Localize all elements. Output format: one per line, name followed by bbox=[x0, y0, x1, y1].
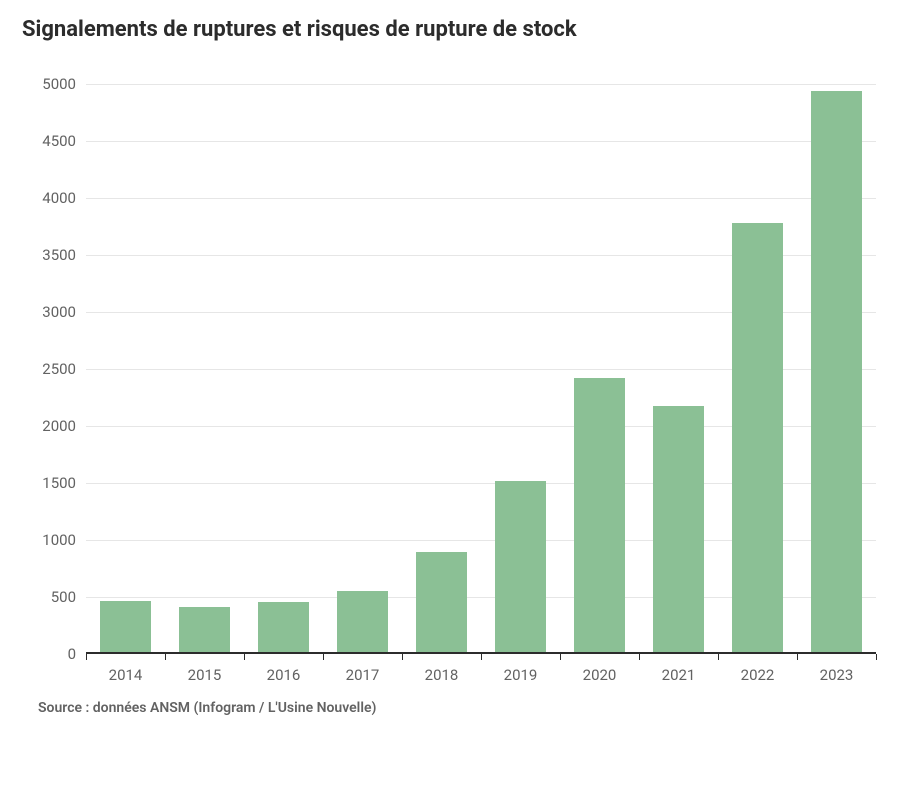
x-tick-label: 2022 bbox=[741, 666, 775, 684]
plot-area: 2014201520162017201820192020202120222023 bbox=[86, 84, 876, 654]
y-tick-label: 2000 bbox=[42, 417, 76, 435]
x-axis-tick bbox=[560, 654, 561, 660]
x-axis-tick bbox=[876, 654, 877, 660]
bar bbox=[416, 552, 467, 651]
x-axis-tick bbox=[86, 654, 87, 660]
x-axis-tick bbox=[639, 654, 640, 660]
y-tick-label: 3000 bbox=[42, 303, 76, 321]
bar bbox=[732, 223, 783, 652]
x-tick-label: 2014 bbox=[109, 666, 143, 684]
chart-area: 0500100015002000250030003500400045005000… bbox=[30, 84, 867, 770]
x-axis-tick bbox=[481, 654, 482, 660]
y-tick-label: 1500 bbox=[42, 474, 76, 492]
x-tick-label: 2019 bbox=[504, 666, 538, 684]
x-axis-tick bbox=[323, 654, 324, 660]
x-axis-tick bbox=[718, 654, 719, 660]
bar bbox=[811, 91, 862, 652]
grid-line bbox=[86, 198, 876, 199]
y-axis: 0500100015002000250030003500400045005000 bbox=[30, 84, 76, 654]
y-tick-label: 0 bbox=[68, 645, 76, 663]
x-axis-tick bbox=[244, 654, 245, 660]
x-tick-label: 2017 bbox=[346, 666, 380, 684]
y-tick-label: 2500 bbox=[42, 360, 76, 378]
bar bbox=[258, 602, 309, 651]
chart-title: Signalements de ruptures et risques de r… bbox=[22, 16, 875, 44]
bar bbox=[337, 591, 388, 651]
x-axis-tick bbox=[402, 654, 403, 660]
bar bbox=[574, 378, 625, 652]
y-tick-label: 5000 bbox=[42, 75, 76, 93]
y-tick-label: 4000 bbox=[42, 189, 76, 207]
x-tick-label: 2016 bbox=[267, 666, 301, 684]
x-tick-label: 2018 bbox=[425, 666, 459, 684]
x-tick-label: 2023 bbox=[820, 666, 854, 684]
x-tick-label: 2020 bbox=[583, 666, 617, 684]
y-tick-label: 4500 bbox=[42, 132, 76, 150]
grid-line bbox=[86, 141, 876, 142]
x-tick-label: 2021 bbox=[662, 666, 696, 684]
y-tick-label: 3500 bbox=[42, 246, 76, 264]
y-tick-label: 1000 bbox=[42, 531, 76, 549]
x-axis-tick bbox=[165, 654, 166, 660]
bar bbox=[100, 601, 151, 651]
bar bbox=[653, 406, 704, 651]
y-tick-label: 500 bbox=[51, 588, 76, 606]
chart-source: Source : données ANSM (Infogram / L'Usin… bbox=[38, 700, 376, 716]
x-tick-label: 2015 bbox=[188, 666, 222, 684]
bar bbox=[179, 607, 230, 651]
grid-line bbox=[86, 84, 876, 85]
bar bbox=[495, 481, 546, 652]
x-axis-tick bbox=[797, 654, 798, 660]
